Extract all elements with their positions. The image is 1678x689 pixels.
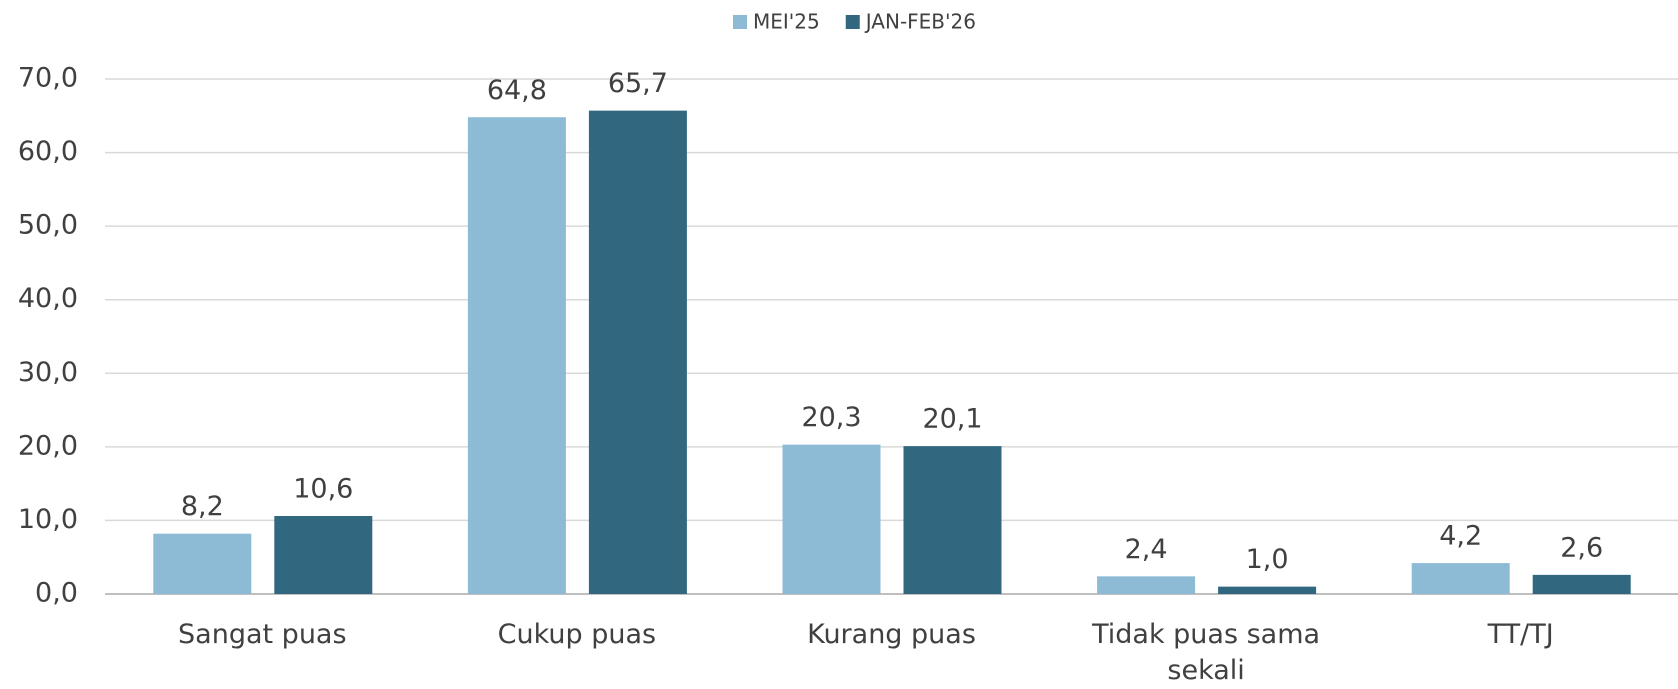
legend-label: JAN-FEB'26 (864, 10, 976, 34)
y-tick-label: 10,0 (18, 504, 78, 535)
x-tick-label: TT/TJ (1487, 619, 1554, 650)
legend-swatch (845, 15, 860, 29)
data-label: 20,1 (922, 404, 982, 435)
bar (1411, 563, 1510, 594)
data-label: 2,4 (1125, 534, 1168, 565)
data-label: 20,3 (801, 402, 861, 433)
data-label: 65,7 (608, 68, 668, 99)
bar (467, 117, 566, 594)
data-label: 10,6 (293, 474, 353, 505)
x-tick-label: Kurang puas (807, 619, 976, 650)
bar (1532, 574, 1631, 594)
y-tick-label: 40,0 (18, 283, 78, 314)
x-tick-label: Sangat puas (178, 619, 347, 650)
y-tick-label: 0,0 (35, 578, 78, 609)
bar (903, 446, 1002, 594)
bar (1097, 576, 1196, 594)
legend-label: MEI'25 (753, 10, 820, 34)
y-tick-label: 50,0 (18, 210, 78, 241)
data-label: 64,8 (487, 75, 547, 106)
y-tick-label: 20,0 (18, 430, 78, 461)
legend-swatch (733, 15, 747, 29)
data-label: 1,0 (1246, 544, 1289, 575)
bar (274, 516, 373, 594)
data-label: 4,2 (1439, 521, 1482, 552)
x-tick-label: Cukup puas (497, 619, 657, 650)
bar (782, 444, 881, 594)
bar (588, 110, 687, 594)
y-tick-label: 60,0 (18, 136, 78, 167)
y-tick-label: 30,0 (18, 357, 78, 388)
y-tick-label: 70,0 (18, 63, 78, 94)
x-tick-label: Tidak puas sama sekali (1092, 619, 1321, 686)
bar (153, 533, 252, 594)
data-label: 2,6 (1560, 532, 1603, 563)
data-label: 8,2 (181, 491, 224, 522)
bar (1218, 586, 1317, 594)
